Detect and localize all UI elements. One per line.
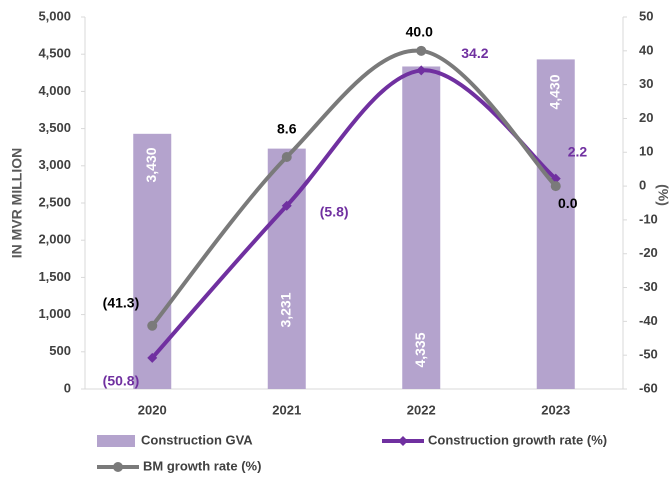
x-tick-label: 2021 bbox=[272, 402, 301, 417]
y2-tick-label: -20 bbox=[639, 245, 658, 260]
marker bbox=[147, 320, 158, 331]
y-tick-label: 1,000 bbox=[38, 306, 71, 321]
bar-value-label: 4,335 bbox=[412, 332, 428, 367]
marker bbox=[416, 65, 427, 76]
y2-tick-label: -10 bbox=[639, 211, 658, 226]
line-value-label: (41.3) bbox=[103, 294, 140, 310]
y2-tick-label: 30 bbox=[639, 76, 653, 91]
line-value-label: 34.2 bbox=[461, 45, 488, 61]
bar-value-label: 3,231 bbox=[277, 292, 293, 327]
y2-tick-label: 20 bbox=[639, 110, 653, 125]
y2-tick-label: -30 bbox=[639, 279, 658, 294]
line-value-label: 40.0 bbox=[406, 24, 433, 40]
legend-label: Construction growth rate (%) bbox=[428, 432, 607, 447]
y-tick-label: 2,000 bbox=[38, 232, 71, 247]
marker bbox=[281, 152, 292, 163]
y2-tick-label: -60 bbox=[639, 380, 658, 395]
legend-label: Construction GVA bbox=[141, 432, 253, 447]
bar-value-label: 4,430 bbox=[546, 74, 562, 109]
marker bbox=[281, 200, 292, 211]
line bbox=[150, 68, 558, 360]
line-value-label: 2.2 bbox=[568, 143, 588, 159]
x-tick-label: 2022 bbox=[407, 402, 436, 417]
y2-tick-label: 50 bbox=[639, 8, 653, 23]
y2-tick-label: 0 bbox=[639, 178, 646, 193]
y2-tick-label: 10 bbox=[639, 144, 653, 159]
y-tick-label: 3,500 bbox=[38, 120, 71, 135]
line-value-label: 0.0 bbox=[558, 195, 578, 211]
legend-marker bbox=[113, 462, 123, 472]
y-tick-label: 2,500 bbox=[38, 194, 71, 209]
legend-swatch bbox=[97, 435, 135, 447]
legend-label: BM growth rate (%) bbox=[143, 458, 261, 473]
y-tick-label: 500 bbox=[49, 343, 71, 358]
line-value-label: (5.8) bbox=[320, 203, 349, 219]
y-tick-label: 4,000 bbox=[38, 83, 71, 98]
y2-tick-label: -40 bbox=[639, 313, 658, 328]
line-value-label: (50.8) bbox=[103, 373, 140, 389]
x-tick-label: 2020 bbox=[138, 402, 167, 417]
bar bbox=[536, 59, 575, 390]
y-tick-label: 3,000 bbox=[38, 157, 71, 172]
y-tick-label: 0 bbox=[64, 380, 71, 395]
bar bbox=[267, 148, 306, 389]
bar-value-label: 3,430 bbox=[143, 147, 159, 182]
y2-tick-label: 40 bbox=[639, 42, 653, 57]
y-tick-label: 5,000 bbox=[38, 8, 71, 23]
legend-marker bbox=[398, 436, 408, 446]
y-tick-label: 1,500 bbox=[38, 269, 71, 284]
marker bbox=[550, 181, 561, 192]
y2-axis-label: (%) bbox=[655, 184, 670, 206]
bar bbox=[402, 66, 441, 389]
marker bbox=[416, 45, 427, 56]
y2-tick-label: -50 bbox=[639, 347, 658, 362]
line bbox=[150, 48, 558, 328]
bar bbox=[133, 133, 172, 389]
y-tick-label: 4,500 bbox=[38, 46, 71, 61]
line-value-label: 8.6 bbox=[277, 121, 297, 137]
marker bbox=[147, 352, 158, 363]
y-axis-label: IN MVR MILLION bbox=[9, 148, 25, 258]
x-tick-label: 2023 bbox=[541, 402, 570, 417]
